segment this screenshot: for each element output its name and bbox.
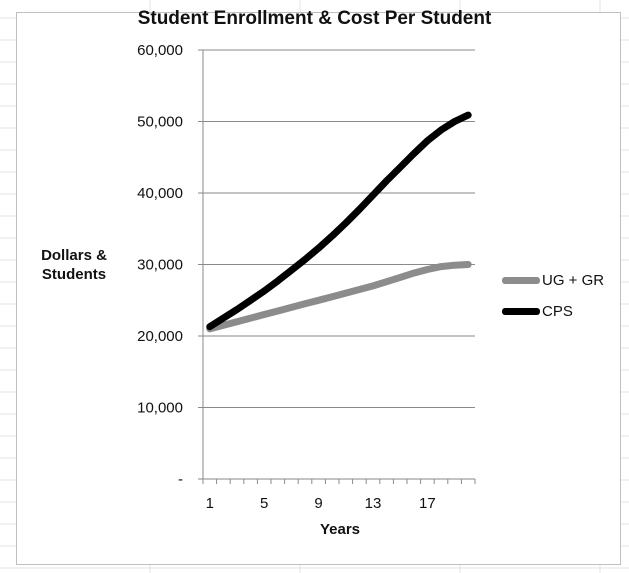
x-tick-label: 13: [365, 495, 382, 512]
y-axis-label-line: Students: [41, 266, 107, 283]
x-tick-label: 5: [260, 495, 268, 512]
gridlines: [203, 49, 475, 408]
chart-area[interactable]: [16, 12, 621, 565]
legend-item-cps[interactable]: CPS: [502, 301, 604, 321]
legend-swatch-ug-gr: [502, 276, 540, 284]
legend-item-ug-gr[interactable]: UG + GR: [502, 270, 604, 290]
y-axis-label-line: Dollars &: [41, 247, 107, 264]
legend-label: UG + GR: [542, 271, 605, 289]
x-tick-label: 17: [419, 495, 436, 512]
legend-label: CPS: [542, 302, 573, 320]
x-tick-label: 9: [314, 495, 322, 512]
y-tick-label: 40,000: [137, 185, 183, 202]
series-lines: [206, 111, 472, 333]
y-tick-label: 10,000: [137, 400, 183, 417]
y-axis-label: Dollars & Students: [28, 246, 120, 284]
y-tick-labels: - 10,000 20,000 30,000 40,000 50,000 60,000: [137, 42, 183, 488]
legend-swatch-cps: [502, 307, 540, 315]
y-tick-label: 60,000: [137, 42, 183, 59]
chart-title: Student Enrollment & Cost Per Student: [137, 8, 492, 29]
y-tick-label: -: [178, 471, 183, 488]
y-tick-label: 30,000: [137, 257, 183, 274]
y-tick-label: 20,000: [137, 328, 183, 345]
series-line-cps[interactable]: [206, 111, 472, 331]
axes: [198, 49, 476, 484]
y-tick-label: 50,000: [137, 114, 183, 131]
x-tick-labels: 1 5 9 13 17: [206, 495, 436, 512]
x-axis-label: Years: [319, 521, 361, 538]
series-line-ug-gr[interactable]: [206, 261, 472, 333]
legend[interactable]: UG + GR CPS: [502, 270, 604, 332]
x-tick-label: 1: [206, 495, 214, 512]
